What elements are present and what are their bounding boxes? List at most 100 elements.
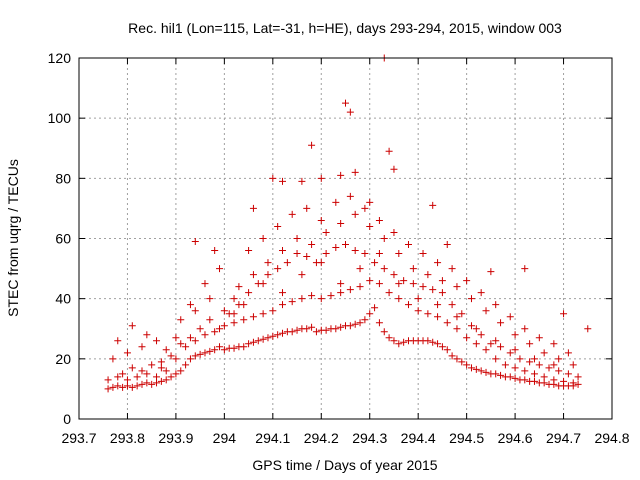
data-point (293, 326, 301, 334)
data-point (395, 250, 403, 258)
data-point (201, 349, 209, 357)
data-point (564, 349, 572, 357)
data-point (279, 301, 287, 309)
x-tick-label: 294.1 (255, 430, 290, 446)
data-point (201, 331, 209, 339)
data-point (245, 247, 253, 255)
data-point (472, 340, 480, 348)
data-point (312, 328, 320, 336)
data-point (526, 358, 534, 366)
data-point (395, 295, 403, 303)
data-point (240, 343, 248, 351)
data-point (259, 335, 267, 343)
y-tick-label: 20 (55, 351, 71, 367)
data-point (492, 370, 500, 378)
data-point (434, 259, 442, 267)
data-point (424, 310, 432, 318)
data-point (264, 259, 272, 267)
data-point (279, 247, 287, 255)
y-tick-labels: 0 20 40 60 80 100 120 (48, 50, 72, 427)
data-point (540, 349, 548, 357)
x-tick-label: 293.9 (158, 430, 193, 446)
data-point (220, 307, 228, 315)
data-point (143, 370, 151, 378)
data-point (487, 340, 495, 348)
data-point (429, 338, 437, 346)
data-point (167, 352, 175, 360)
data-point (230, 310, 238, 318)
data-point (569, 361, 577, 369)
data-point (240, 301, 248, 309)
data-point (560, 377, 568, 385)
data-point (458, 358, 466, 366)
data-point (317, 174, 325, 182)
data-point (133, 373, 141, 381)
data-point (506, 349, 514, 357)
data-point (390, 165, 398, 173)
data-point (249, 271, 257, 279)
data-point (337, 280, 345, 288)
data-point (148, 380, 156, 388)
data-point (206, 316, 214, 324)
data-point (119, 370, 127, 378)
y-tick-label: 60 (55, 231, 71, 247)
data-point (220, 346, 228, 354)
data-point (400, 338, 408, 346)
data-point (477, 289, 485, 297)
data-point (497, 319, 505, 327)
data-point (540, 373, 548, 381)
x-tick-labels: 293.7 293.8 293.9 294 294.1 294.2 294.3 294.4 29… (61, 430, 629, 446)
data-point (327, 292, 335, 300)
data-point (467, 364, 475, 372)
data-point (332, 198, 340, 206)
data-point (346, 286, 354, 294)
data-point (385, 334, 393, 342)
data-point (434, 301, 442, 309)
data-point (453, 283, 461, 291)
x-tick-label: 293.7 (61, 430, 96, 446)
data-point (511, 331, 519, 339)
data-point (453, 355, 461, 363)
data-point (191, 307, 199, 315)
data-point (288, 328, 296, 336)
data-point (148, 361, 156, 369)
data-point (191, 337, 199, 345)
data-point (453, 313, 461, 321)
data-point (269, 332, 277, 340)
data-point (356, 283, 364, 291)
data-point (211, 346, 219, 354)
data-point (375, 250, 383, 258)
data-point (419, 250, 427, 258)
data-point (288, 210, 296, 218)
data-point (526, 340, 534, 348)
data-point (375, 280, 383, 288)
data-point (254, 337, 262, 345)
data-point (123, 349, 131, 357)
data-point (574, 380, 582, 388)
data-point (385, 289, 393, 297)
data-point (240, 316, 248, 324)
data-point (308, 292, 316, 300)
data-point (472, 365, 480, 373)
data-point (366, 310, 374, 318)
data-point (259, 235, 267, 242)
data-point (492, 355, 500, 363)
data-point (167, 373, 175, 381)
data-point (303, 325, 311, 333)
data-point (303, 253, 311, 261)
data-point (482, 368, 490, 376)
data-point (521, 376, 529, 384)
data-point (530, 355, 538, 363)
data-point (351, 210, 359, 218)
data-point (385, 147, 393, 155)
data-point (128, 322, 136, 330)
data-point (361, 316, 369, 324)
x-tick-label: 294 (213, 430, 237, 446)
chart-title: Rec. hil1 (Lon=115, Lat=-31, h=HE), days… (128, 20, 562, 36)
y-tick-label: 80 (55, 170, 71, 186)
y-axis-label: STEC from uqrg / TECUs (5, 159, 21, 317)
data-point (317, 216, 325, 224)
data-point (535, 334, 543, 342)
data-point (249, 338, 257, 346)
data-point (477, 367, 485, 375)
